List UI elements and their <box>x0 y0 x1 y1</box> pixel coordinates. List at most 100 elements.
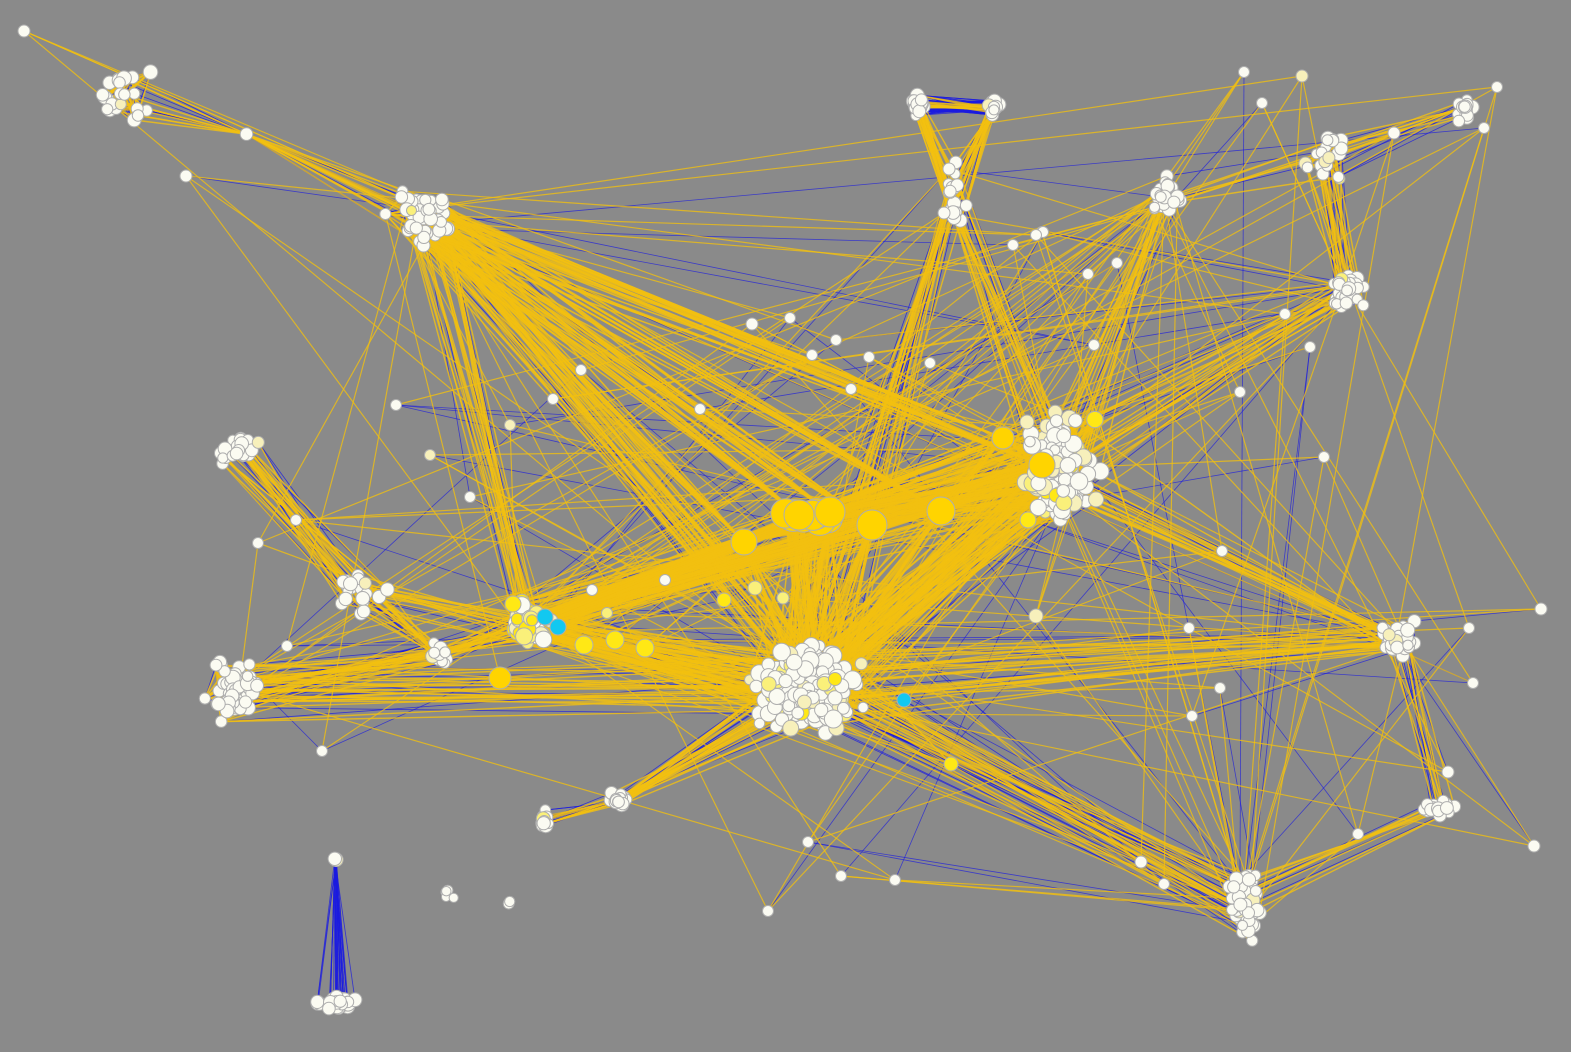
graph-node[interactable] <box>333 994 347 1008</box>
graph-node[interactable] <box>358 576 372 590</box>
graph-node[interactable] <box>1295 69 1309 83</box>
graph-node[interactable] <box>464 491 476 503</box>
graph-node[interactable] <box>1233 897 1248 912</box>
graph-node[interactable] <box>343 576 358 592</box>
graph-node[interactable] <box>1491 81 1503 93</box>
graph-node[interactable] <box>1332 170 1345 183</box>
graph-node[interactable] <box>762 905 774 917</box>
graph-node[interactable] <box>238 695 253 709</box>
graph-node[interactable] <box>1382 628 1396 642</box>
graph-node[interactable] <box>118 88 131 101</box>
graph-node[interactable] <box>943 756 959 772</box>
graph-node[interactable] <box>355 591 371 606</box>
graph-node[interactable] <box>198 692 211 705</box>
graph-node[interactable] <box>422 202 436 216</box>
graph-node[interactable] <box>601 607 613 619</box>
node-layer[interactable] <box>17 24 1548 1016</box>
graph-hub-node[interactable] <box>1028 451 1056 479</box>
graph-node[interactable] <box>250 678 265 693</box>
graph-node[interactable] <box>441 886 452 897</box>
graph-node[interactable] <box>390 399 402 411</box>
graph-node[interactable] <box>214 715 228 728</box>
graph-node[interactable] <box>338 591 353 607</box>
graph-node[interactable] <box>218 665 231 678</box>
graph-node[interactable] <box>845 383 857 395</box>
graph-node[interactable] <box>837 701 850 715</box>
graph-node[interactable] <box>1024 435 1036 448</box>
graph-node[interactable] <box>659 574 671 586</box>
graph-node[interactable] <box>761 676 777 692</box>
graph-node[interactable] <box>1186 710 1198 722</box>
graph-node[interactable] <box>417 230 431 244</box>
graph-node[interactable] <box>635 638 655 658</box>
graph-node[interactable] <box>912 104 927 119</box>
graph-node[interactable] <box>1242 906 1255 920</box>
graph-node[interactable] <box>1019 511 1037 529</box>
graph-node[interactable] <box>1352 828 1364 840</box>
graph-hub-node[interactable] <box>814 496 846 528</box>
graph-node[interactable] <box>1463 622 1475 634</box>
graph-node[interactable] <box>797 694 812 710</box>
graph-node[interactable] <box>1227 880 1241 894</box>
graph-node[interactable] <box>1030 229 1042 241</box>
graph-node[interactable] <box>605 630 625 650</box>
graph-node[interactable] <box>1301 161 1314 174</box>
graph-node[interactable] <box>179 169 193 183</box>
graph-hub-node[interactable] <box>783 499 815 531</box>
graph-node[interactable] <box>1069 472 1089 491</box>
graph-node[interactable] <box>1086 410 1104 429</box>
graph-node[interactable] <box>1256 97 1268 109</box>
graph-node[interactable] <box>1402 639 1414 651</box>
graph-node[interactable] <box>575 364 587 376</box>
graph-node[interactable] <box>768 688 786 705</box>
graph-node[interactable] <box>281 640 293 652</box>
graph-node[interactable] <box>1049 414 1064 428</box>
graph-hub-node[interactable] <box>730 528 758 556</box>
graph-node[interactable] <box>1441 765 1455 779</box>
graph-node[interactable] <box>753 717 766 730</box>
graph-node[interactable] <box>1237 919 1248 931</box>
graph-node[interactable] <box>1154 191 1167 203</box>
graph-node[interactable] <box>778 673 793 689</box>
graph-node[interactable] <box>745 317 759 331</box>
graph-node[interactable] <box>1007 239 1019 251</box>
graph-node[interactable] <box>1028 608 1044 624</box>
graph-node[interactable] <box>1088 339 1100 351</box>
graph-node[interactable] <box>1056 484 1070 498</box>
graph-node[interactable] <box>1318 451 1330 463</box>
graph-node[interactable] <box>95 88 110 102</box>
graph-node[interactable] <box>547 393 559 405</box>
graph-node[interactable] <box>1322 151 1336 165</box>
graph-node[interactable] <box>1068 413 1083 428</box>
graph-node[interactable] <box>924 357 936 369</box>
graph-node[interactable] <box>290 514 302 526</box>
graph-node[interactable] <box>428 646 441 659</box>
graph-node[interactable] <box>229 446 244 461</box>
graph-node[interactable] <box>211 696 226 712</box>
graph-node[interactable] <box>1234 386 1246 398</box>
graph-node[interactable] <box>823 709 843 729</box>
graph-node[interactable] <box>1241 872 1257 887</box>
graph-node[interactable] <box>1304 341 1316 353</box>
graph-node[interactable] <box>217 452 229 464</box>
graph-node[interactable] <box>536 608 554 626</box>
graph-node[interactable] <box>1249 885 1262 897</box>
graph-node[interactable] <box>1357 299 1370 312</box>
graph-node[interactable] <box>612 795 625 809</box>
graph-node[interactable] <box>1238 66 1250 78</box>
graph-hub-node[interactable] <box>856 509 888 541</box>
graph-node[interactable] <box>515 627 534 646</box>
graph-node[interactable] <box>785 653 803 671</box>
graph-hub-node[interactable] <box>991 426 1015 450</box>
graph-node[interactable] <box>749 679 764 694</box>
graph-node[interactable] <box>251 435 265 449</box>
graph-node[interactable] <box>1341 284 1353 297</box>
graph-node[interactable] <box>854 657 868 671</box>
graph-node[interactable] <box>782 719 800 737</box>
graph-node[interactable] <box>534 630 553 649</box>
graph-node[interactable] <box>914 93 928 107</box>
graph-node[interactable] <box>406 205 417 216</box>
graph-node[interactable] <box>827 690 843 706</box>
graph-node[interactable] <box>784 312 796 324</box>
